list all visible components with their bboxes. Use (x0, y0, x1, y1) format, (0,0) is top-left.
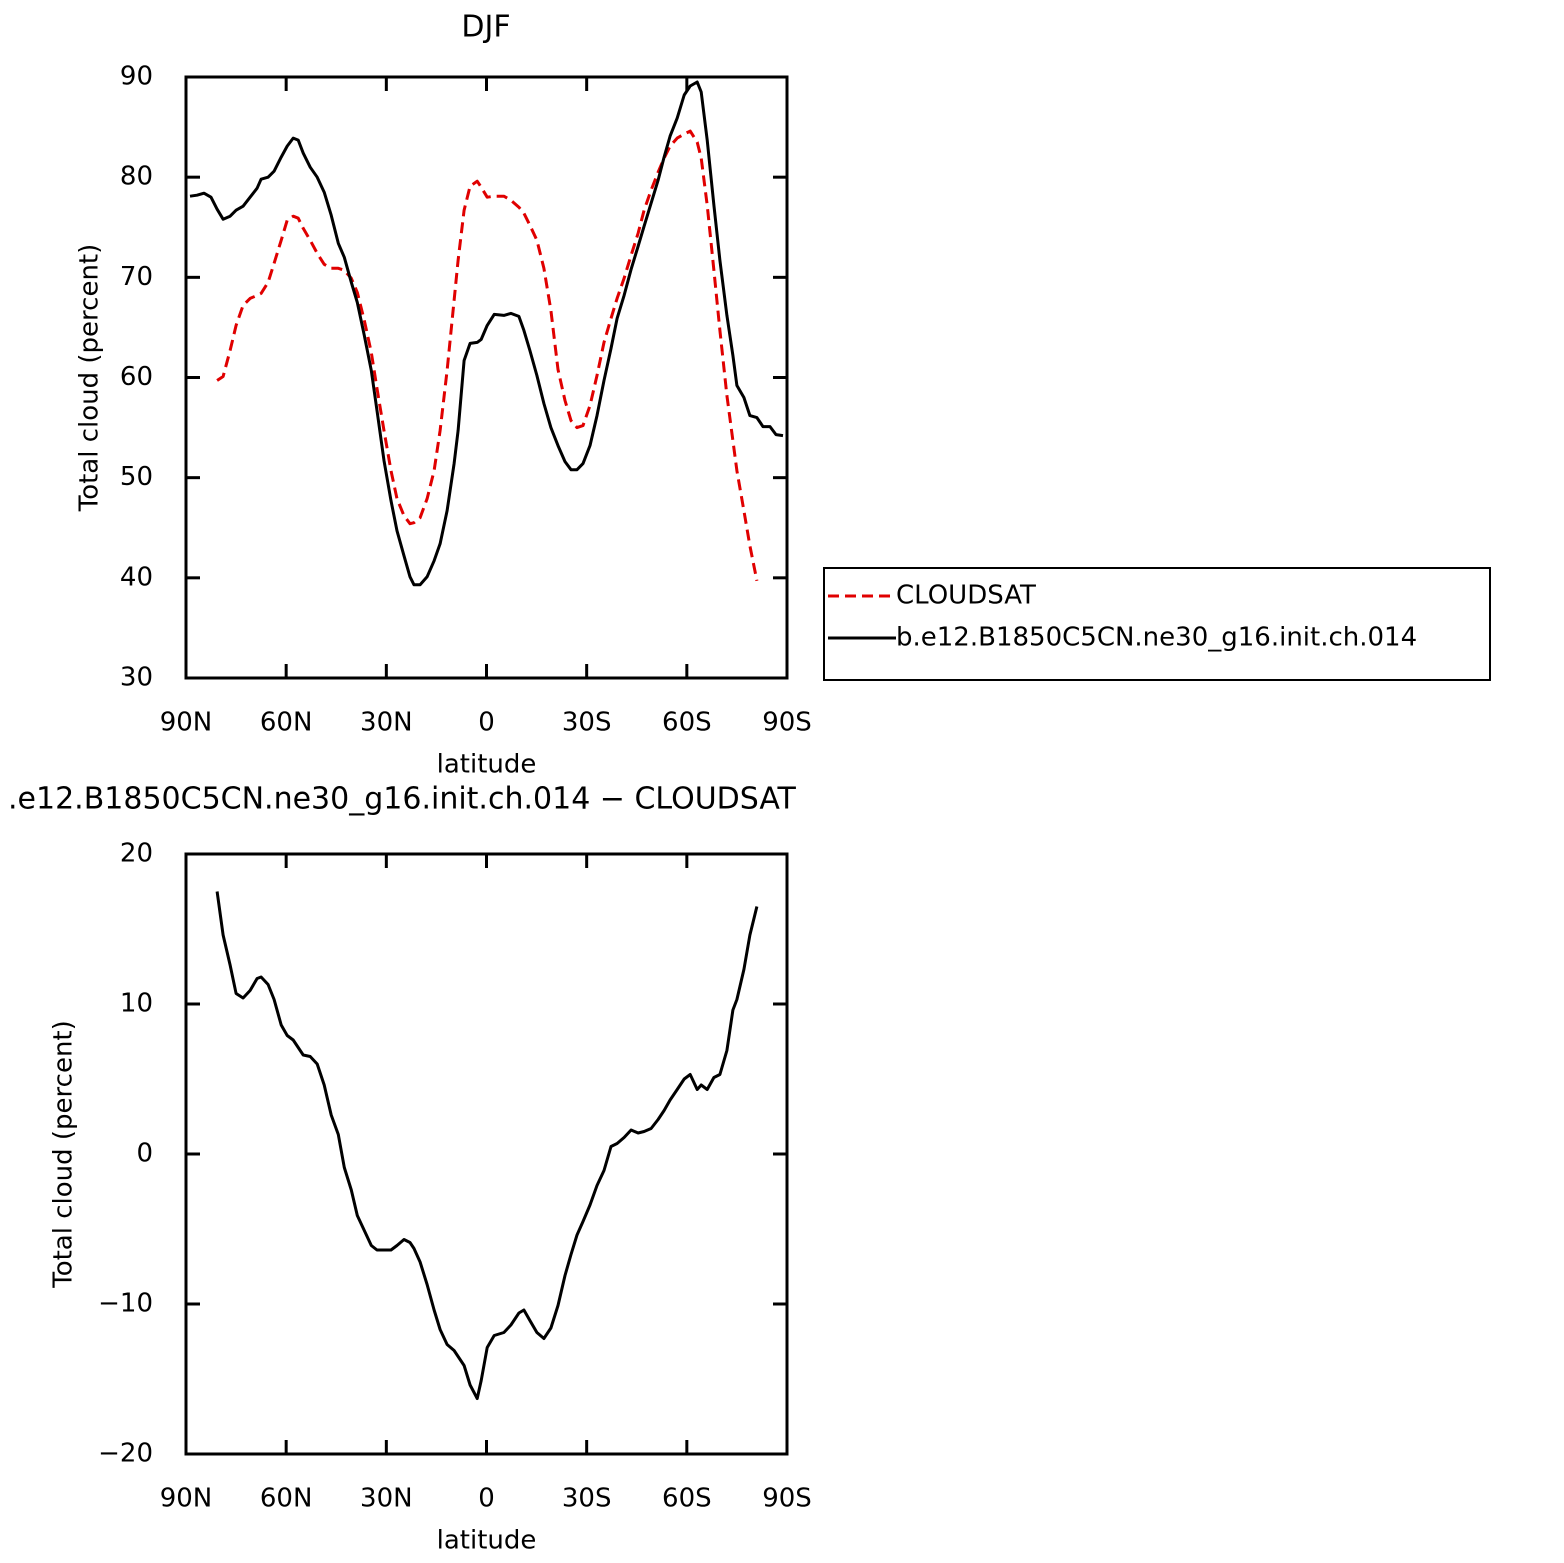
y-tick-label: 90 (120, 62, 153, 92)
y-tick-label: 20 (120, 839, 153, 869)
chart-title: .e12.B1850C5CN.ne30_g16.init.ch.014 − CL… (8, 782, 797, 817)
x-tick-label: 30N (360, 1484, 413, 1514)
x-tick-label: 0 (478, 708, 495, 738)
data-line (215, 891, 759, 1400)
x-tick-label: 30S (562, 708, 612, 738)
x-axis-label: latitude (437, 750, 537, 780)
y-axis-label: Total cloud (percent) (75, 244, 105, 513)
y-tick-label: 10 (120, 989, 153, 1019)
legend-label: CLOUDSAT (896, 581, 1036, 611)
y-tick-label: 50 (120, 462, 153, 492)
y-tick-label: 0 (136, 1139, 153, 1169)
chart-title: DJF (461, 10, 510, 45)
data-line (216, 129, 759, 582)
x-tick-label: 0 (478, 1484, 495, 1514)
legend-box (823, 567, 1491, 681)
y-tick-label: −20 (98, 1439, 153, 1469)
y-tick-label: 30 (120, 663, 153, 693)
plot-frame (184, 852, 789, 1456)
x-tick-label: 90N (160, 708, 213, 738)
y-tick-label: −10 (98, 1289, 153, 1319)
data-line (189, 80, 784, 587)
x-tick-label: 60N (260, 1484, 313, 1514)
x-tick-label: 90S (762, 1484, 812, 1514)
x-tick-label: 60S (662, 708, 712, 738)
y-tick-label: 80 (120, 162, 153, 192)
y-tick-label: 60 (120, 362, 153, 392)
x-tick-label: 90S (762, 708, 812, 738)
x-tick-label: 60S (662, 1484, 712, 1514)
plot-frame (184, 75, 789, 680)
x-tick-label: 30S (562, 1484, 612, 1514)
x-tick-label: 30N (360, 708, 413, 738)
legend-label: b.e12.B1850C5CN.ne30_g16.init.ch.014 (896, 623, 1417, 653)
x-tick-label: 90N (160, 1484, 213, 1514)
x-axis-label: latitude (437, 1526, 537, 1556)
y-axis-label: Total cloud (percent) (49, 1020, 79, 1289)
y-tick-label: 40 (120, 562, 153, 592)
x-tick-label: 60N (260, 708, 313, 738)
y-tick-label: 70 (120, 262, 153, 292)
